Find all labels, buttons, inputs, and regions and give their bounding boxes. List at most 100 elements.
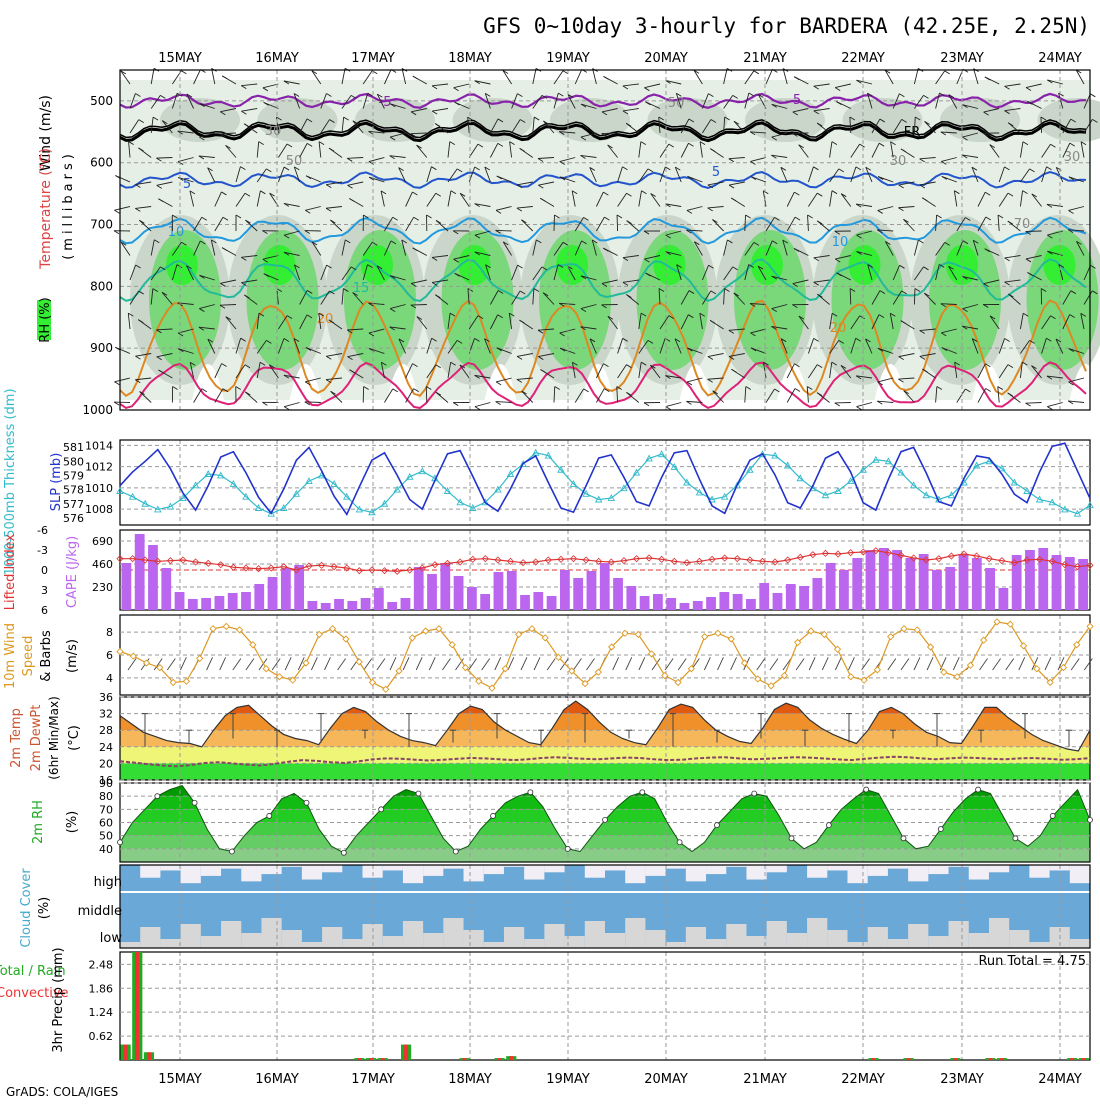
precip-panel: 2.481.861.240.62 bbox=[89, 952, 1091, 1060]
cloud-low-gap bbox=[221, 921, 241, 948]
temp-ytick: 20 bbox=[99, 757, 113, 770]
cape-bar bbox=[719, 592, 729, 610]
cape-bar bbox=[547, 596, 557, 610]
wind10-barb bbox=[757, 659, 765, 670]
isoline-label: 30 bbox=[265, 124, 282, 139]
temp2m-ylabel-unit: (°C) bbox=[67, 725, 82, 751]
rh-point bbox=[864, 787, 869, 792]
wind10-barb bbox=[285, 657, 291, 670]
li-ytick: 6 bbox=[41, 604, 48, 617]
cape-bar bbox=[600, 563, 610, 610]
precip-conv-bar bbox=[907, 1058, 911, 1060]
cape-bar bbox=[653, 594, 663, 610]
wind-ylabel-group-d: (m/s) bbox=[65, 639, 80, 673]
temp-ytick: 24 bbox=[99, 741, 113, 754]
rh-point bbox=[528, 790, 533, 795]
cloud-high-gap bbox=[706, 865, 726, 874]
cloud-low-gap bbox=[201, 936, 221, 948]
wind10-barb bbox=[573, 659, 581, 670]
cloud-low-gap bbox=[282, 930, 302, 948]
isoline-label: 30 bbox=[890, 154, 907, 169]
cloud-high-gap bbox=[322, 865, 342, 872]
wind10-barb bbox=[678, 659, 686, 670]
cape-bar bbox=[613, 578, 623, 610]
cape-bar bbox=[533, 592, 543, 610]
cape-bar bbox=[573, 578, 583, 610]
cloud-high-gap bbox=[848, 865, 868, 883]
wind10-point bbox=[183, 678, 189, 684]
wind10-barb bbox=[390, 657, 396, 670]
cape-bar bbox=[347, 601, 357, 610]
cape-bar bbox=[759, 583, 769, 610]
wind-barb-flag bbox=[114, 210, 119, 213]
slp-ytick: 1012 bbox=[85, 461, 113, 474]
wind10-barb bbox=[849, 657, 855, 670]
wind10-point bbox=[1021, 643, 1027, 649]
cape-bar bbox=[892, 550, 902, 610]
wind10-barb bbox=[1045, 657, 1051, 670]
temp-ytick: 28 bbox=[99, 724, 113, 737]
wind10-barb bbox=[377, 659, 385, 670]
cape-ytick: 230 bbox=[92, 581, 113, 594]
cape-bar bbox=[334, 599, 344, 610]
day-label-top: 22MAY bbox=[841, 51, 885, 66]
cloud-low-gap bbox=[403, 921, 423, 948]
precip-conv-bar bbox=[369, 1058, 373, 1060]
day-label-top: 20MAY bbox=[644, 51, 688, 66]
li-ylabel: Lifted Index bbox=[3, 533, 18, 610]
wind10-barb bbox=[718, 657, 724, 670]
rh-point bbox=[826, 823, 831, 828]
isoline-label: 70 bbox=[1014, 217, 1031, 232]
slp-ytick: 1014 bbox=[85, 439, 113, 452]
rh-point bbox=[1050, 813, 1055, 818]
cape-bar bbox=[773, 593, 783, 610]
isoline-label: 50 bbox=[668, 96, 685, 111]
cloud-low-gap bbox=[342, 939, 362, 948]
cloud-high-gap bbox=[969, 865, 989, 880]
temp2m-ylabel-a: 2m Temp bbox=[9, 708, 24, 768]
wind10-point bbox=[117, 649, 123, 655]
cape-bar bbox=[148, 545, 158, 610]
wind10-barb bbox=[770, 659, 778, 670]
temp-ylabel-group-c: (6hr Min/Max) bbox=[47, 696, 61, 780]
rh-point bbox=[1088, 817, 1093, 822]
precip-ylabel-unit: 3hr Precip (mm) bbox=[51, 947, 66, 1052]
temp-ytick: 32 bbox=[99, 708, 113, 721]
cloud-low-gap bbox=[969, 933, 989, 948]
wind10-barb bbox=[888, 659, 896, 670]
thick-ytick: 577 bbox=[63, 498, 84, 511]
wind10-barb bbox=[246, 659, 254, 670]
cloud-ylabel-group-a: Cloud Cover bbox=[19, 868, 34, 948]
wind10-barb bbox=[587, 659, 595, 670]
wind10-barb bbox=[311, 657, 317, 670]
precip-conv-bar bbox=[357, 1058, 361, 1060]
cape-bar bbox=[799, 586, 809, 610]
cape-bar bbox=[520, 595, 530, 610]
chart-title: GFS 0~10day 3-hourly for BARDERA (42.25E… bbox=[483, 14, 1090, 38]
isoline-label: 20 bbox=[830, 321, 847, 336]
wind10-barb bbox=[272, 659, 280, 670]
rh-ytick: 50 bbox=[99, 830, 113, 843]
cape-bar bbox=[228, 593, 238, 610]
wind10-barb bbox=[495, 657, 501, 670]
precip-conv-bar bbox=[404, 1045, 408, 1060]
cape-bar bbox=[693, 601, 703, 610]
precip-ytick: 1.24 bbox=[89, 1006, 114, 1019]
wind10-barb bbox=[180, 657, 186, 670]
wind10-point bbox=[901, 626, 907, 632]
precip-conv-bar bbox=[1000, 1058, 1004, 1060]
wind10-barb bbox=[1006, 659, 1014, 670]
day-label-bottom: 23MAY bbox=[940, 1072, 984, 1087]
cloud-low-gap bbox=[120, 942, 140, 948]
rh-point bbox=[379, 807, 384, 812]
cloud-high-gap bbox=[928, 865, 948, 874]
wind10-barb bbox=[993, 659, 1001, 670]
cloud-high-gap bbox=[605, 865, 625, 870]
rh-ytick: 80 bbox=[99, 790, 113, 803]
rh2m-ylabel-a: 2m RH bbox=[31, 800, 46, 844]
cape-bar bbox=[866, 550, 876, 610]
isoline-label: FR bbox=[904, 125, 921, 140]
